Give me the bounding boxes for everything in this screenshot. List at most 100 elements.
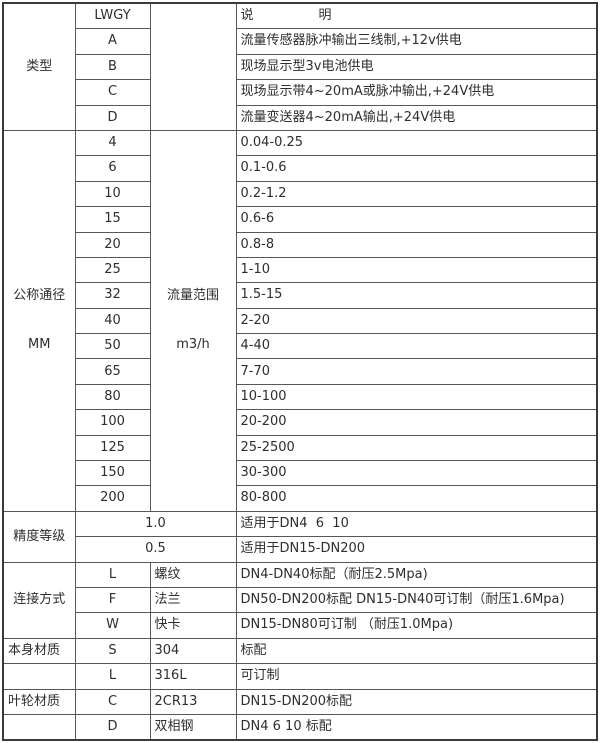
flow-range-label-line2: m3/h — [176, 337, 210, 353]
connection-name-cell: 法兰 — [149, 586, 237, 614]
range-cell: 25-2500 — [235, 434, 598, 462]
connection-desc-cell: DN15-DN80可订制 （耐压1.0Mpa) — [235, 612, 598, 639]
body-material-label: 本身材质 — [2, 637, 76, 665]
table-row: 本身材质 S 304 标配 — [2, 637, 598, 665]
connection-code-cell: F — [74, 586, 151, 614]
flow-range-label: 流量范围 m3/h — [149, 129, 237, 512]
size-cell: 40 — [74, 307, 151, 335]
table-row: 40 2-20 — [3, 307, 598, 335]
connection-code-cell: L — [74, 561, 151, 588]
size-cell: 20 — [74, 231, 151, 258]
range-cell: 7-70 — [235, 358, 598, 385]
table-row: D 流量变送器4~20mA输出,+24V供电 — [3, 104, 598, 131]
table-row: 150 30-300 — [3, 460, 598, 487]
material-code-cell: D — [74, 713, 151, 741]
range-cell: 4-40 — [235, 333, 598, 360]
size-cell: 25 — [74, 256, 151, 284]
table-row: 公称通径 MM 4 流量范围 m3/h 0.04-0.25 — [2, 129, 598, 512]
type-desc-cell: 流量传感器脉冲输出三线制,+12v供电 — [235, 28, 598, 55]
type-desc-cell: 流量变送器4~20mA输出,+24V供电 — [235, 104, 598, 131]
table-row: 100 20-200 — [3, 409, 598, 436]
impeller-material-label: 叶轮材质 — [2, 688, 76, 715]
accuracy-desc-cell: 适用于DN4 6 10 — [235, 510, 598, 538]
range-cell: 0.04-0.25 — [235, 129, 598, 157]
material-desc-cell: DN4 6 10 标配 — [235, 713, 598, 741]
size-cell: 150 — [74, 460, 151, 487]
material-desc-cell: DN15-DN200标配 — [235, 688, 598, 715]
accuracy-value-cell: 1.0 — [74, 510, 237, 538]
size-cell: 32 — [74, 282, 151, 309]
size-cell: 125 — [74, 434, 151, 462]
table-row: 精度等级 1.0 适用于DN4 6 10 — [2, 510, 598, 563]
material-code-cell: L — [74, 663, 151, 690]
table-row: 叶轮材质 C 2CR13 DN15-DN200标配 — [2, 688, 598, 715]
empty-cell — [2, 663, 76, 690]
size-cell: 4 — [74, 129, 151, 157]
table-row: 80 10-100 — [3, 383, 598, 411]
table-row: F 法兰 DN50-DN200标配 DN15-DN40可订制（耐压1.6Mpa) — [3, 586, 598, 614]
range-cell: 0.6-6 — [235, 206, 598, 233]
size-cell: 80 — [74, 383, 151, 411]
range-cell: 0.2-1.2 — [235, 180, 598, 208]
table-row: 连接方式 L 螺纹 DN4-DN40标配（耐压2.5Mpa) — [2, 561, 598, 639]
size-cell: 6 — [74, 155, 151, 182]
accuracy-desc-cell: 适用于DN15-DN200 — [235, 536, 598, 563]
range-cell: 20-200 — [235, 409, 598, 436]
empty-cell — [2, 713, 76, 741]
range-cell: 1.5-15 — [235, 282, 598, 309]
table-row: W 快卡 DN15-DN80可订制 （耐压1.0Mpa) — [3, 612, 598, 639]
size-cell: 50 — [74, 333, 151, 360]
size-cell: 15 — [74, 206, 151, 233]
diameter-label-line1: 公称通径 — [13, 288, 66, 304]
accuracy-section-label: 精度等级 — [2, 510, 76, 563]
connection-code-cell: W — [74, 612, 151, 639]
diameter-section-label: 公称通径 MM — [2, 129, 76, 512]
connection-desc-cell: DN4-DN40标配（耐压2.5Mpa) — [235, 561, 598, 588]
material-name-cell: 304 — [149, 637, 237, 665]
flow-range-label-line1: 流量范围 — [166, 288, 219, 304]
connection-section-label: 连接方式 — [2, 561, 76, 639]
table-row: C 现场显示带4~20mA或脉冲输出,+24V供电 — [3, 79, 598, 106]
type-desc-cell: 现场显示带4~20mA或脉冲输出,+24V供电 — [235, 79, 598, 106]
range-cell: 0.1-0.6 — [235, 155, 598, 182]
material-desc-cell: 可订制 — [235, 663, 598, 690]
type-code-cell: A — [74, 28, 151, 55]
diameter-label-line2: MM — [28, 337, 51, 353]
connection-desc-cell: DN50-DN200标配 DN15-DN40可订制（耐压1.6Mpa) — [235, 586, 598, 614]
accuracy-value-cell: 0.5 — [74, 536, 237, 563]
type-code-cell: C — [74, 79, 151, 106]
table-row: B 现场显示型3v电池供电 — [3, 53, 598, 81]
material-name-cell: 2CR13 — [149, 688, 237, 715]
table-row: 50 4-40 — [3, 333, 598, 360]
material-desc-cell: 标配 — [235, 637, 598, 665]
table-row: D 双相钢 DN4 6 10 标配 — [2, 713, 598, 741]
table-row: A 流量传感器脉冲输出三线制,+12v供电 — [3, 28, 598, 55]
type-code-cell: D — [74, 104, 151, 131]
type-section-label: 类型 — [2, 2, 76, 131]
size-cell: 10 — [74, 180, 151, 208]
range-cell: 10-100 — [235, 383, 598, 411]
range-cell: 80-800 — [235, 485, 598, 512]
size-cell: 65 — [74, 358, 151, 385]
material-code-cell: S — [74, 637, 151, 665]
table-row: 25 1-10 — [3, 256, 598, 284]
table-row: L 316L 可订制 — [2, 663, 598, 690]
table-row: 65 7-70 — [3, 358, 598, 385]
material-name-cell: 双相钢 — [149, 713, 237, 741]
table-row: 10 0.2-1.2 — [3, 180, 598, 208]
table-row: 20 0.8-8 — [3, 231, 598, 258]
range-cell: 30-300 — [235, 460, 598, 487]
material-name-cell: 316L — [149, 663, 237, 690]
size-cell: 200 — [74, 485, 151, 512]
range-cell: 0.8-8 — [235, 231, 598, 258]
table-row: 6 0.1-0.6 — [3, 155, 598, 182]
table-row: 类型 LWGY 说 明 — [2, 2, 598, 131]
range-cell: 2-20 — [235, 307, 598, 335]
table-row: 32 1.5-15 — [3, 282, 598, 309]
table-row: 0.5 适用于DN15-DN200 — [3, 536, 598, 563]
table-row: 200 80-800 — [3, 485, 598, 512]
size-cell: 100 — [74, 409, 151, 436]
type-code-cell: B — [74, 53, 151, 81]
material-code-cell: C — [74, 688, 151, 715]
